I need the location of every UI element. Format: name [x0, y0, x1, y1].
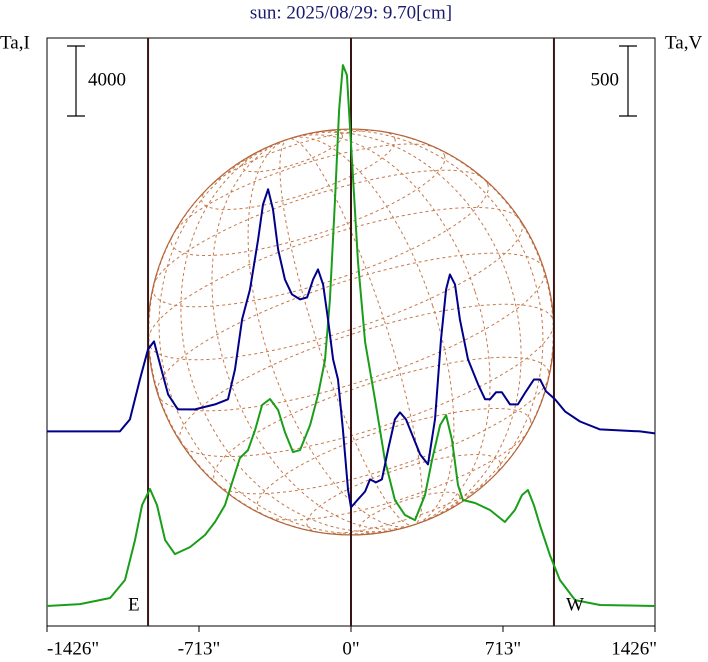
east-label: E — [128, 594, 140, 615]
parallel — [152, 169, 489, 308]
series-line — [46, 64, 656, 607]
scale-label: 4000 — [88, 69, 126, 90]
x-tick-label: -1426" — [47, 638, 99, 659]
parallel — [201, 130, 396, 210]
parallel — [359, 491, 461, 534]
parallel — [256, 408, 532, 521]
x-tick-label: 713" — [485, 638, 521, 659]
parallel — [241, 130, 343, 173]
scale-label: 500 — [591, 69, 620, 90]
x-tick-label: -713" — [178, 638, 221, 659]
parallel — [306, 454, 501, 534]
chart-title: sun: 2025/08/29: 9.70[cm] — [250, 2, 452, 23]
y2-axis-label: Ta,V — [665, 32, 702, 53]
west-label: W — [566, 594, 584, 615]
x-tick-label: 0" — [342, 638, 359, 659]
parallel — [170, 143, 446, 256]
x-tick-label: 1426" — [611, 638, 657, 659]
meridian — [158, 129, 544, 535]
series-line — [47, 188, 656, 509]
parallel — [213, 356, 550, 495]
y-axis-label: Ta,I — [0, 32, 30, 53]
